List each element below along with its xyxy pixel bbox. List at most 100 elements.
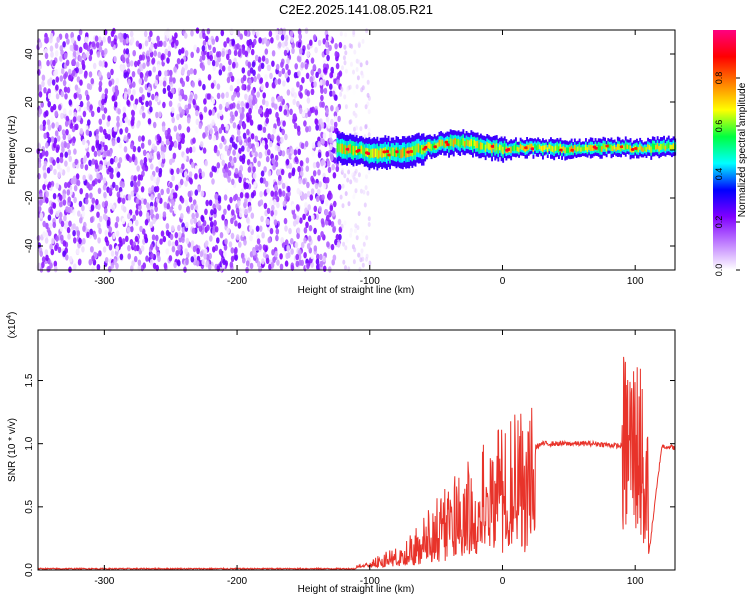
heatmap-cell (213, 146, 218, 154)
heatmap-cell (39, 250, 43, 257)
heatmap-cell (238, 48, 242, 55)
snr-y-tick-label: 0.5 (24, 499, 35, 513)
heatmap-cell (45, 197, 49, 204)
heatmap-cell (165, 248, 169, 255)
heatmap-cell (158, 213, 162, 220)
heatmap-cell (68, 220, 72, 227)
heatmap-cell (374, 148, 377, 157)
heatmap-cell (38, 41, 43, 49)
heatmap-cell (138, 43, 142, 50)
heatmap-cell (265, 257, 270, 264)
heatmap-cell (247, 70, 251, 77)
heatmap-cell (184, 180, 188, 187)
heatmap-cell (231, 94, 235, 102)
heatmap-cell (42, 124, 46, 131)
spectrogram-y-tick-label: -40 (24, 238, 35, 253)
heatmap-cell (245, 260, 250, 267)
heatmap-cell (343, 144, 345, 154)
heatmap-cell (181, 80, 185, 88)
heatmap-cell (85, 129, 90, 136)
heatmap-cell (367, 169, 371, 175)
heatmap-cell (221, 135, 225, 142)
heatmap-cell (47, 124, 52, 131)
heatmap-cell (234, 254, 238, 261)
heatmap-cell (143, 233, 148, 240)
heatmap-cell (354, 113, 358, 119)
heatmap-cell (77, 115, 81, 122)
heatmap-cell (195, 27, 200, 34)
heatmap-cell (291, 47, 295, 54)
heatmap-cell (224, 220, 228, 227)
heatmap-cell (74, 44, 79, 51)
heatmap-cell (202, 32, 206, 39)
heatmap-cell (216, 162, 221, 169)
heatmap-cell (47, 101, 51, 108)
heatmap-cell (223, 41, 227, 48)
heatmap-cell (317, 124, 322, 131)
heatmap-cell (570, 145, 573, 152)
heatmap-cell (126, 99, 130, 106)
heatmap-cell (257, 56, 262, 63)
heatmap-cell (358, 266, 362, 272)
heatmap-cell (130, 175, 135, 182)
heatmap-cell (344, 68, 348, 74)
heatmap-cell (299, 92, 303, 99)
heatmap-cell (639, 144, 642, 150)
heatmap-cell (275, 111, 279, 119)
heatmap-cell (189, 68, 194, 75)
heatmap-cell (288, 162, 293, 170)
heatmap-cell (79, 128, 84, 135)
heatmap-cell (251, 61, 256, 68)
heatmap-cell (357, 252, 361, 258)
heatmap-cell (203, 98, 207, 105)
heatmap-cell (126, 226, 131, 233)
heatmap-cell (291, 87, 295, 94)
heatmap-cell (349, 143, 352, 153)
heatmap-cell (142, 164, 146, 172)
heatmap-cell (330, 125, 335, 132)
heatmap-cell (108, 188, 113, 195)
heatmap-cell (183, 171, 188, 178)
heatmap-cell (218, 69, 223, 76)
heatmap-cell (200, 190, 205, 197)
heatmap-cell (136, 122, 140, 129)
heatmap-cell (298, 259, 302, 266)
spectrogram-x-tick-label: -300 (94, 276, 114, 287)
heatmap-cell (317, 39, 322, 47)
heatmap-peak (366, 152, 371, 156)
heatmap-cell (44, 249, 49, 256)
heatmap-cell (96, 173, 101, 180)
heatmap-cell (284, 72, 289, 79)
heatmap-cell (344, 145, 347, 155)
heatmap-cell (261, 55, 266, 62)
heatmap-cell (150, 174, 154, 181)
heatmap-cell (390, 147, 393, 156)
heatmap-cell (103, 159, 107, 166)
heatmap-cell (321, 138, 325, 145)
heatmap-cell (244, 93, 248, 101)
heatmap-cell (264, 74, 268, 81)
heatmap-cell (223, 208, 227, 215)
heatmap-cell (92, 62, 97, 70)
heatmap-cell (269, 72, 273, 80)
heatmap-cell (284, 225, 288, 232)
heatmap-cell (316, 161, 320, 169)
heatmap-cell (362, 189, 366, 195)
heatmap-cell (580, 147, 583, 152)
heatmap-cell (246, 128, 250, 136)
heatmap-cell (163, 201, 168, 208)
heatmap-cell (334, 238, 338, 246)
heatmap-cell (236, 91, 241, 98)
heatmap-cell (272, 163, 276, 171)
heatmap-cell (344, 32, 348, 38)
heatmap-cell (112, 232, 116, 240)
heatmap-cell (157, 255, 161, 263)
heatmap-cell (190, 256, 195, 263)
heatmap-cell (38, 84, 42, 91)
heatmap-cell (209, 235, 213, 242)
heatmap-cell (320, 87, 324, 94)
heatmap-cell (392, 147, 395, 157)
heatmap-cell (223, 194, 228, 201)
heatmap-cell (293, 122, 298, 129)
heatmap-cell (640, 146, 643, 152)
